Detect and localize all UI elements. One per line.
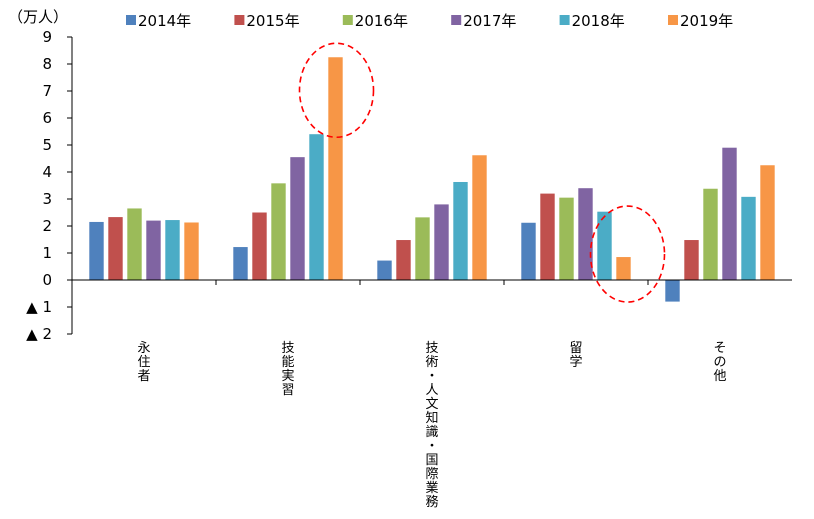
y-axis: 9 8 7 6 5 4 3 2 1 0 ▲ 1 ▲ 2 <box>26 28 73 343</box>
bar <box>684 240 699 280</box>
bar <box>396 240 411 280</box>
bar <box>309 134 324 280</box>
bar <box>521 222 536 280</box>
bar <box>127 208 142 280</box>
bar <box>540 193 555 280</box>
legend-swatch <box>668 15 678 25</box>
bar <box>741 196 756 280</box>
bar <box>233 247 248 280</box>
legend-label: 2017年 <box>463 12 516 30</box>
bar <box>597 211 612 280</box>
bar <box>559 197 574 280</box>
y-tick-label: ▲ 1 <box>26 298 52 316</box>
bar <box>252 212 267 280</box>
y-tick-label: 5 <box>42 136 52 154</box>
bar <box>578 188 593 280</box>
highlight-circle <box>589 205 666 303</box>
highlight-circles <box>298 42 666 303</box>
bar <box>415 217 430 280</box>
highlight-circle <box>298 42 375 139</box>
legend: 2014年 2015年 2016年 2017年 2018年 2019年 <box>126 12 733 30</box>
legend-swatch <box>451 15 462 25</box>
y-tick-label: 7 <box>42 82 52 100</box>
y-axis-unit-label: （万人） <box>8 8 68 26</box>
legend-label: 2015年 <box>246 12 299 30</box>
y-tick-label: 1 <box>42 244 52 262</box>
bar <box>434 204 449 280</box>
bar <box>89 221 104 280</box>
bar <box>328 57 343 280</box>
legend-swatch <box>559 15 570 25</box>
category-label: その他 <box>713 341 726 384</box>
bar <box>108 217 123 280</box>
bar <box>146 220 161 280</box>
bar <box>184 222 199 280</box>
bar <box>472 155 487 280</box>
y-tick-label: 9 <box>42 28 52 46</box>
category-label: 技術・人文知識・国際業務 <box>425 341 438 510</box>
category-label: 留学 <box>569 341 582 370</box>
legend-swatch <box>234 15 245 25</box>
y-tick-label: ▲ 2 <box>26 325 52 343</box>
bars <box>89 57 775 302</box>
bar <box>665 280 680 302</box>
y-tick-label: 0 <box>42 271 52 289</box>
bar <box>453 181 468 280</box>
legend-label: 2016年 <box>355 12 408 30</box>
y-tick-label: 4 <box>42 163 52 181</box>
legend-swatch <box>342 15 353 25</box>
legend-label: 2019年 <box>680 12 733 30</box>
category-labels: 永住者 技能実習 技術・人文知識・国際業務 留学 その他 <box>137 341 726 510</box>
x-axis <box>72 279 792 285</box>
bar <box>703 188 718 280</box>
bar <box>760 165 775 280</box>
y-tick-label: 6 <box>42 109 52 127</box>
bar <box>722 147 737 280</box>
y-tick-label: 3 <box>42 190 52 208</box>
bar <box>377 260 392 280</box>
legend-label: 2014年 <box>138 12 191 30</box>
bar <box>290 157 305 280</box>
y-tick-label: 8 <box>42 55 52 73</box>
legend-swatch <box>126 15 136 25</box>
category-label: 技能実習 <box>281 341 294 398</box>
y-tick-label: 2 <box>42 217 52 235</box>
legend-label: 2018年 <box>572 12 625 30</box>
bar <box>165 220 180 280</box>
bar <box>271 183 286 280</box>
bar <box>616 257 631 280</box>
category-label: 永住者 <box>137 341 150 384</box>
